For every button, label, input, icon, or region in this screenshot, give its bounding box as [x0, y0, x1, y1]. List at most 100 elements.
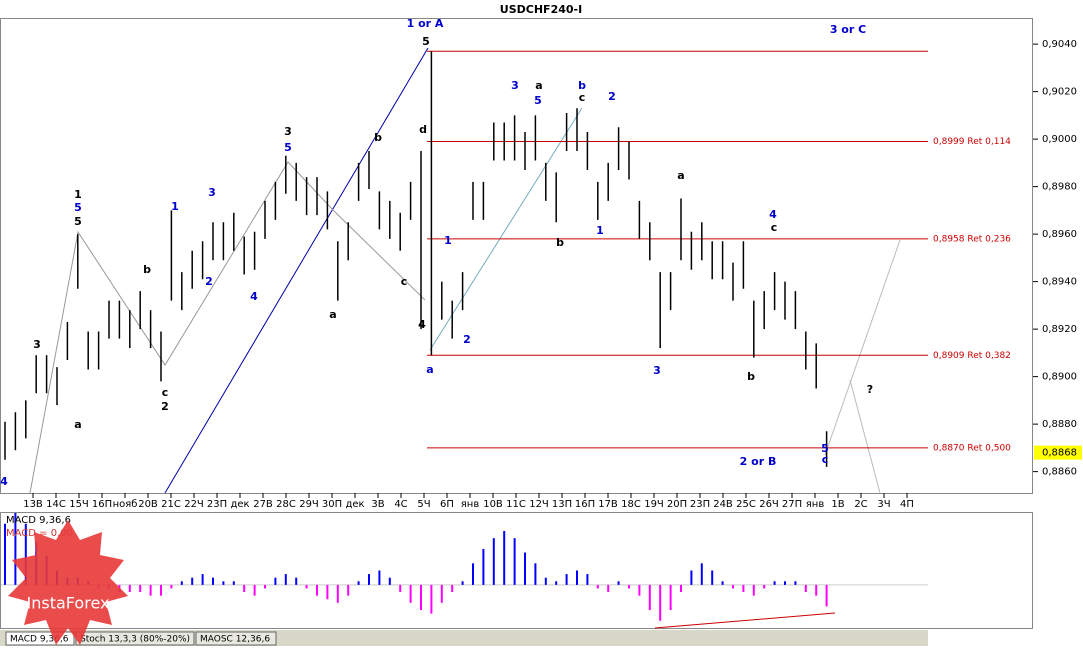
x-tick-label: 24В — [713, 499, 733, 510]
x-tick-label: нояб — [113, 499, 138, 510]
x-tick-label: 12Ч — [529, 499, 549, 510]
y-tick-label: 0,8880 — [1042, 419, 1077, 430]
x-tick-label: 16П — [92, 499, 112, 510]
wave-label: b — [578, 79, 586, 92]
wave-label: b — [747, 370, 755, 383]
y-tick-label: 0,9000 — [1042, 134, 1077, 145]
trend-line — [164, 47, 429, 494]
wave-label: 5 — [74, 215, 82, 228]
indicator-tab-label: Stoch 13,3,3 (80%-20%) — [80, 635, 190, 645]
watermark-text: InstaForex — [27, 594, 110, 613]
projection-line — [849, 379, 881, 494]
current-price-box — [1034, 445, 1082, 460]
wave-label: c — [579, 91, 586, 104]
wave-label: 3 — [653, 364, 661, 377]
x-tick-label: 13П — [552, 499, 572, 510]
wave-label: ? — [867, 383, 873, 396]
x-tick-label: 3В — [371, 499, 384, 510]
x-tick-label: 20П — [667, 499, 687, 510]
wave-label: 1 — [171, 200, 179, 213]
wave-label: 4 — [769, 208, 777, 221]
wave-line — [429, 107, 583, 351]
y-tick-label: 0,9040 — [1042, 39, 1077, 50]
wave-label: 5 — [284, 141, 292, 154]
x-tick-label: 4П — [900, 499, 914, 510]
wave-label: 4 — [418, 318, 426, 331]
level-label: 0,8958 Ret 0,236 — [933, 234, 1011, 244]
wave-label: 5 — [74, 201, 82, 214]
x-tick-label: 23П — [207, 499, 227, 510]
x-tick-label: 15Ч — [69, 499, 89, 510]
wave-label: 3 — [284, 125, 292, 138]
x-tick-label: 29Ч — [299, 499, 319, 510]
indicator-tab-label: MACD 9,36,6 — [10, 635, 69, 645]
wave-label: 5 — [821, 442, 829, 455]
x-tick-label: 26Ч — [759, 499, 779, 510]
wave-label: a — [535, 79, 542, 92]
x-tick-label: 21С — [161, 499, 181, 510]
x-tick-label: 27П — [782, 499, 802, 510]
x-tick-label: 5Ч — [417, 499, 430, 510]
current-price-label: 0,8868 — [1042, 448, 1077, 459]
y-tick-label: 0,9020 — [1042, 87, 1077, 98]
x-tick-label: 30П — [322, 499, 342, 510]
x-tick-label: 16П — [575, 499, 595, 510]
x-tick-label: янв — [461, 499, 480, 510]
y-tick-label: 0,8860 — [1042, 467, 1077, 478]
wave-label: 2 or B — [740, 455, 777, 468]
x-tick-label: дек — [345, 499, 364, 510]
wave-label: a — [74, 418, 81, 431]
wave-label: 3 or C — [830, 23, 866, 36]
x-tick-label: 27В — [253, 499, 273, 510]
x-tick-label: 3Ч — [877, 499, 890, 510]
wave-label: a — [329, 308, 336, 321]
wave-label: 5 — [422, 35, 430, 48]
x-tick-label: 28С — [276, 499, 296, 510]
wave-label: 3 — [33, 338, 41, 351]
indicator-tab — [195, 631, 277, 646]
wave-label: 1 — [596, 224, 604, 237]
wave-label: 3 — [511, 79, 519, 92]
y-tick-label: 0,8940 — [1042, 277, 1077, 288]
y-tick-label: 0,8980 — [1042, 182, 1077, 193]
wave-label: d — [419, 123, 427, 136]
wave-label: c — [771, 221, 778, 234]
wave-label: b — [374, 131, 382, 144]
x-tick-label: 2С — [854, 499, 867, 510]
wave-label: b — [556, 236, 564, 249]
wave-label: 2 — [463, 333, 471, 346]
wave-label: 5 — [534, 94, 542, 107]
x-tick-label: 13В — [23, 499, 43, 510]
wave-label: b — [143, 263, 151, 276]
wave-label: 1 — [74, 188, 82, 201]
y-tick-label: 0,8920 — [1042, 324, 1077, 335]
wave-label: a — [426, 363, 433, 376]
x-tick-label: янв — [806, 499, 825, 510]
x-tick-label: 1В — [831, 499, 844, 510]
level-label: 0,8999 Ret 0,114 — [933, 137, 1011, 147]
x-tick-label: дек — [230, 499, 249, 510]
x-tick-label: 23П — [690, 499, 710, 510]
wave-label: c — [401, 275, 408, 288]
watermark-badge — [8, 520, 128, 645]
wave-label: c — [162, 386, 169, 399]
wave-label: 2 — [161, 400, 169, 413]
level-label: 0,8870 Ret 0,500 — [933, 443, 1011, 453]
x-tick-label: 11С — [506, 499, 526, 510]
x-tick-label: 10В — [483, 499, 503, 510]
wave-label: 4 — [250, 290, 258, 303]
wave-label: 1 or A — [407, 17, 444, 30]
projection-line — [824, 239, 901, 456]
macd-frame — [0, 512, 1033, 629]
y-tick-label: 0,8960 — [1042, 229, 1077, 240]
wave-label: c — [822, 453, 829, 466]
wave-label: 2 — [205, 275, 213, 288]
x-tick-label: 25С — [736, 499, 756, 510]
x-tick-label: 14С — [46, 499, 66, 510]
x-tick-label: 6П — [440, 499, 454, 510]
x-tick-label: 4С — [394, 499, 407, 510]
wave-label: 3 — [208, 186, 216, 199]
